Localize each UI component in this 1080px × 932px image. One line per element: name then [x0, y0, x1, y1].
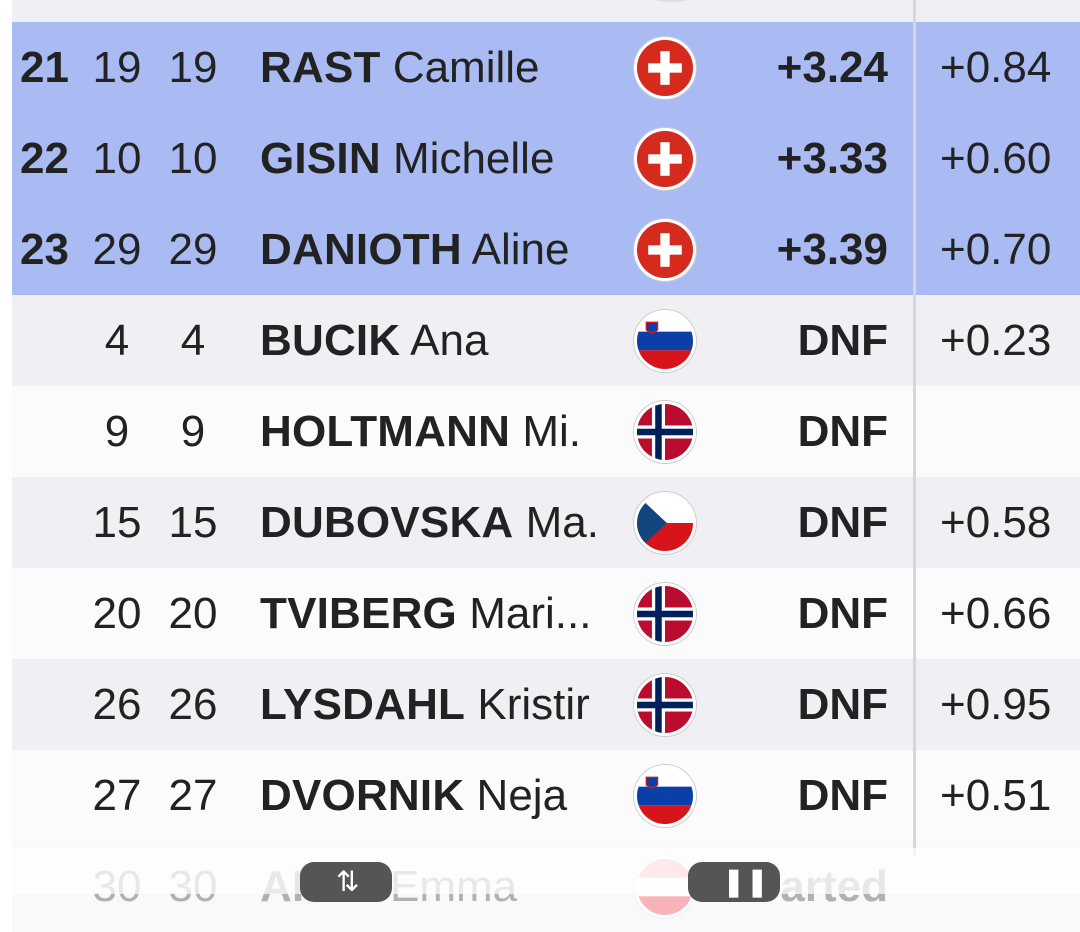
athlete-name-cell: TVIBERG Mari... — [260, 568, 626, 659]
results-table: 21 19 19 RAST Camille +3.24 +0.84 22 10 10 GISIN … — [12, 0, 1080, 932]
bib-cell: 20 — [92, 589, 142, 638]
table-row[interactable]: 21 19 19 RAST Camille +3.24 +0.84 — [12, 22, 1080, 113]
time-cell: DNF — [797, 498, 888, 547]
table-row[interactable]: 22 10 10 GISIN Michelle +3.33 +0.60 — [12, 113, 1080, 204]
czech-flag-icon — [634, 492, 696, 554]
time-cell: +3.33 — [776, 134, 888, 183]
athlete-name-cell: BUCIK Ana — [260, 295, 626, 386]
slovenia-flag-icon — [634, 765, 696, 827]
pause-icon-button[interactable]: ❚❚ — [688, 862, 780, 902]
diff-cell: +0.66 — [940, 589, 1052, 638]
bib-cell: 27 — [92, 771, 142, 820]
time-cell: DNF — [797, 771, 888, 820]
diff-cell: +0.95 — [940, 680, 1052, 729]
start-number-cell: 27 — [168, 771, 218, 820]
athlete-name-cell: DVORNIK Neja — [260, 750, 626, 841]
diff-cell: +0.51 — [940, 771, 1052, 820]
bib-cell: 15 — [92, 498, 142, 547]
diff-cell: +0.58 — [940, 498, 1052, 547]
table-row[interactable]: 15 15 DUBOVSKA Ma. DNF +0.58 — [12, 477, 1080, 568]
table-row[interactable]: 4 4 BUCIK Ana DNF +0.23 — [12, 295, 1080, 386]
athlete-first-name: Ana — [410, 316, 489, 365]
athlete-last-name: HOLTMANN — [260, 407, 511, 456]
diff-cell — [928, 386, 1080, 477]
table-row[interactable]: 9 9 HOLTMANN Mi. DNF — [12, 386, 1080, 477]
bib-cell: 26 — [92, 680, 142, 729]
athlete-first-name: Ma. — [525, 498, 599, 547]
table-row[interactable]: 27 27 DVORNIK Neja DNF +0.51 — [12, 750, 1080, 841]
athlete-last-name: TVIBERG — [260, 589, 457, 638]
previous-row-stub — [12, 0, 1080, 22]
athlete-name-cell: LYSDAHL Kristir — [260, 659, 626, 750]
athlete-name-cell: HOLTMANN Mi. — [260, 386, 626, 477]
start-number-cell: 29 — [168, 225, 218, 274]
diff-cell: +0.60 — [940, 134, 1052, 183]
rank-cell — [20, 386, 86, 477]
norway-flag-icon — [634, 674, 696, 736]
start-number-cell: 9 — [180, 407, 206, 456]
table-row[interactable]: 20 20 TVIBERG Mari... DNF +0.66 — [12, 568, 1080, 659]
rank-cell — [20, 568, 86, 659]
start-number-cell: 26 — [168, 680, 218, 729]
time-cell: DNF — [797, 407, 888, 456]
swap-icon-button[interactable]: ⇅ — [300, 862, 392, 902]
athlete-name-cell: DANIOTH Aline — [260, 204, 626, 295]
rank-cell — [20, 477, 86, 568]
athlete-name-cell: RAST Camille — [260, 22, 626, 113]
column-divider — [913, 0, 916, 855]
start-number-cell: 19 — [168, 43, 218, 92]
athlete-last-name: GISIN — [260, 134, 381, 183]
switzerland-flag-icon — [634, 219, 696, 281]
start-number-cell: 10 — [168, 134, 218, 183]
athlete-last-name: LYSDAHL — [260, 680, 466, 729]
time-cell: DNF — [797, 680, 888, 729]
diff-cell: +0.70 — [940, 225, 1052, 274]
athlete-first-name: Michelle — [393, 134, 555, 183]
athlete-name-cell: GISIN Michelle — [260, 113, 626, 204]
athlete-last-name: RAST — [260, 43, 381, 92]
bib-cell: 4 — [104, 316, 130, 365]
bib-cell: 19 — [92, 43, 142, 92]
slovenia-flag-icon — [634, 310, 696, 372]
athlete-first-name: Aline — [471, 225, 570, 274]
rank-cell — [20, 750, 86, 841]
flag-icon — [642, 0, 700, 2]
bib-cell: 29 — [92, 225, 142, 274]
time-cell: +3.39 — [776, 225, 888, 274]
athlete-last-name: DANIOTH — [260, 225, 462, 274]
athlete-first-name: Camille — [392, 43, 540, 92]
diff-cell: +0.23 — [940, 316, 1052, 365]
athlete-name-cell: DUBOVSKA Ma. — [260, 477, 626, 568]
athlete-first-name: Neja — [476, 771, 568, 820]
athlete-first-name: Mari... — [469, 589, 592, 638]
bib-cell: 10 — [92, 134, 142, 183]
norway-flag-icon — [634, 583, 696, 645]
time-cell: DNF — [797, 316, 888, 365]
table-row[interactable]: 26 26 LYSDAHL Kristir DNF +0.95 — [12, 659, 1080, 750]
athlete-first-name: Mi. — [522, 407, 581, 456]
bottom-overlay — [0, 848, 1080, 894]
time-cell: DNF — [797, 589, 888, 638]
start-number-cell: 15 — [168, 498, 218, 547]
time-cell: +3.24 — [776, 43, 888, 92]
rank-cell: 22 — [20, 134, 69, 183]
rank-cell: 21 — [20, 43, 69, 92]
athlete-last-name: DVORNIK — [260, 771, 465, 820]
norway-flag-icon — [634, 401, 696, 463]
switzerland-flag-icon — [634, 128, 696, 190]
start-number-cell: 4 — [180, 316, 206, 365]
bib-cell: 9 — [104, 407, 130, 456]
athlete-first-name: Kristir — [477, 680, 590, 729]
diff-cell: +0.84 — [940, 43, 1052, 92]
table-row[interactable]: 23 29 29 DANIOTH Aline +3.39 +0.70 — [12, 204, 1080, 295]
start-number-cell: 20 — [168, 589, 218, 638]
rank-cell: 23 — [20, 225, 69, 274]
switzerland-flag-icon — [634, 37, 696, 99]
athlete-last-name: DUBOVSKA — [260, 498, 514, 547]
rank-cell — [20, 659, 86, 750]
rank-cell — [20, 295, 86, 386]
athlete-last-name: BUCIK — [260, 316, 401, 365]
